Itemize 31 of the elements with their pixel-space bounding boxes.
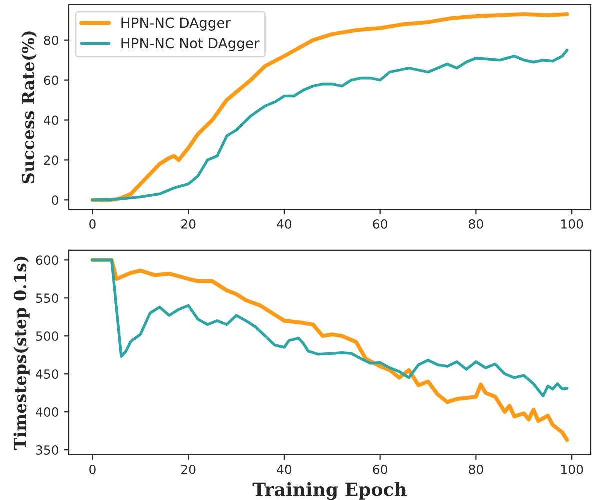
y-axis-title: Success Rate(%) — [22, 32, 37, 184]
x-tick-label: 20 — [182, 219, 196, 229]
x-tick-label: 100 — [562, 219, 584, 229]
x-tick-label: 80 — [469, 464, 484, 474]
line-series — [90, 12, 570, 202]
y-tick-label: 350 — [36, 446, 58, 455]
x-tick-label: 40 — [277, 464, 292, 474]
y-tick-label: 550 — [36, 294, 58, 304]
x-tick-label: 60 — [373, 464, 388, 474]
y-tick-label: 500 — [36, 332, 58, 342]
y-tick-label: 450 — [36, 370, 58, 380]
legend-label: HPN-NC Not DAgger — [122, 38, 260, 52]
x-tick-label: 40 — [277, 219, 292, 229]
x-tick-label: 0 — [90, 464, 96, 474]
x-tick-label: 20 — [182, 464, 196, 474]
y-tick-label: 40 — [44, 116, 58, 126]
line-series — [90, 258, 570, 442]
legend-label: HPN-NC DAgger — [122, 18, 231, 31]
x-tick-label: 80 — [469, 219, 484, 229]
x-tick-label: 100 — [562, 464, 584, 474]
y-tick-label: 60 — [44, 76, 58, 86]
x-tick-label: 60 — [373, 219, 388, 229]
line-series — [91, 258, 569, 398]
y-axis-title: Timesteps(step 0.1s) — [14, 256, 30, 450]
x-axis-title: Training Epoch — [252, 482, 407, 500]
x-tick-label: 0 — [90, 219, 96, 229]
y-tick-label: 20 — [44, 156, 58, 166]
y-tick-label: 80 — [44, 36, 58, 46]
y-tick-label: 0 — [52, 196, 58, 206]
y-tick-label: 600 — [36, 256, 58, 266]
y-tick-label: 400 — [36, 408, 58, 418]
